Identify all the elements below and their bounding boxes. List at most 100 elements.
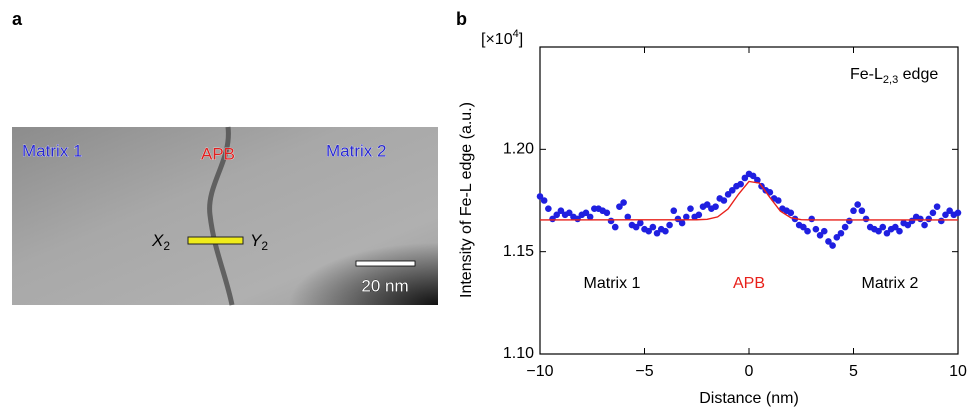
data-point bbox=[800, 223, 807, 231]
data-point bbox=[582, 209, 590, 217]
data-point bbox=[607, 217, 615, 225]
data-point bbox=[749, 172, 757, 180]
annotation: APB bbox=[733, 275, 765, 292]
data-point bbox=[754, 176, 761, 184]
data-point bbox=[879, 223, 887, 231]
data-point bbox=[896, 227, 903, 235]
data-point bbox=[703, 201, 711, 208]
data-point bbox=[540, 197, 548, 204]
region-label: Matrix 1 bbox=[22, 141, 82, 160]
data-point bbox=[724, 191, 732, 198]
data-point bbox=[837, 229, 845, 237]
data-point bbox=[687, 205, 694, 212]
data-point bbox=[670, 207, 678, 215]
line-start-sub: 2 bbox=[163, 239, 170, 253]
x-tick-label: 5 bbox=[849, 363, 858, 380]
data-point bbox=[683, 213, 690, 221]
data-point bbox=[624, 213, 632, 221]
data-point bbox=[904, 221, 912, 229]
data-point bbox=[632, 223, 640, 231]
data-point bbox=[565, 209, 573, 217]
fit-line bbox=[539, 180, 958, 221]
data-point bbox=[808, 215, 815, 223]
line-end-text: Y bbox=[250, 231, 263, 250]
data-point bbox=[712, 203, 719, 210]
x-tick-label: 0 bbox=[745, 363, 754, 380]
data-point bbox=[720, 197, 728, 204]
data-point bbox=[728, 186, 736, 194]
data-point bbox=[921, 221, 928, 229]
data-point bbox=[620, 199, 627, 206]
title-sub: 2,3 bbox=[883, 74, 898, 86]
data-point bbox=[841, 223, 849, 231]
line-end: Y2 bbox=[250, 231, 268, 253]
data-point bbox=[737, 180, 744, 188]
data-point bbox=[653, 229, 661, 237]
data-point bbox=[925, 215, 933, 223]
y-multiplier-sup: 4 bbox=[513, 28, 519, 40]
data-point bbox=[695, 211, 703, 219]
data-point bbox=[846, 217, 853, 225]
panel-label: b bbox=[456, 9, 467, 29]
data-point bbox=[674, 215, 682, 223]
title-text: Fe-L bbox=[850, 66, 883, 83]
data-point bbox=[937, 217, 945, 225]
data-point bbox=[892, 223, 899, 231]
data-point bbox=[649, 223, 657, 231]
y-multiplier-text: [×10 bbox=[481, 31, 513, 48]
data-point bbox=[820, 227, 828, 235]
x-tick-label: 10 bbox=[949, 363, 967, 380]
line-start-text: X bbox=[151, 231, 164, 250]
x-tick-label: −5 bbox=[635, 363, 653, 380]
data-point bbox=[774, 197, 782, 204]
data-point bbox=[787, 209, 795, 217]
data-point bbox=[946, 207, 953, 215]
line-start: X2 bbox=[151, 231, 170, 253]
micrograph bbox=[12, 126, 438, 306]
data-point bbox=[553, 211, 561, 219]
data-point bbox=[545, 205, 552, 212]
data-point bbox=[933, 203, 941, 210]
data-point bbox=[586, 213, 594, 221]
data-point bbox=[611, 223, 619, 231]
annotation: Matrix 1 bbox=[584, 275, 641, 292]
data-point bbox=[954, 209, 962, 217]
data-point bbox=[929, 209, 937, 217]
region-label: APB bbox=[201, 144, 235, 163]
data-point bbox=[616, 203, 623, 210]
data-point bbox=[557, 207, 565, 215]
annotation: Matrix 2 bbox=[862, 275, 919, 292]
title-suffix: edge bbox=[898, 66, 938, 83]
data-point bbox=[678, 219, 686, 227]
x-axis-label: Distance (nm) bbox=[699, 390, 799, 407]
y-tick-label: 1.10 bbox=[503, 345, 534, 362]
data-point bbox=[875, 227, 882, 235]
data-point bbox=[816, 231, 824, 239]
y-multiplier-close: ] bbox=[519, 31, 523, 48]
data-point bbox=[741, 174, 749, 182]
data-point bbox=[766, 189, 774, 196]
data-point bbox=[666, 221, 673, 229]
data-point bbox=[804, 227, 811, 235]
data-point bbox=[603, 209, 611, 217]
data-point bbox=[825, 238, 832, 245]
data-point bbox=[862, 215, 870, 223]
data-point bbox=[858, 207, 866, 215]
data-point bbox=[883, 229, 891, 237]
data-point bbox=[854, 201, 861, 208]
y-tick-label: 1.15 bbox=[503, 243, 534, 260]
plot-frame bbox=[539, 46, 959, 355]
data-point bbox=[917, 215, 924, 223]
chart-title: Fe-L2,3 edge bbox=[850, 66, 938, 86]
y-tick-label: 1.20 bbox=[503, 141, 534, 158]
x-tick-label: −10 bbox=[526, 363, 553, 380]
data-point bbox=[637, 219, 644, 227]
data-point bbox=[645, 227, 652, 235]
scale-bar-label: 20 nm bbox=[361, 276, 408, 295]
line-end-sub: 2 bbox=[261, 239, 268, 253]
data-point bbox=[536, 193, 544, 200]
data-point bbox=[829, 242, 836, 249]
data-point bbox=[812, 225, 820, 233]
panel-label: a bbox=[12, 9, 23, 29]
